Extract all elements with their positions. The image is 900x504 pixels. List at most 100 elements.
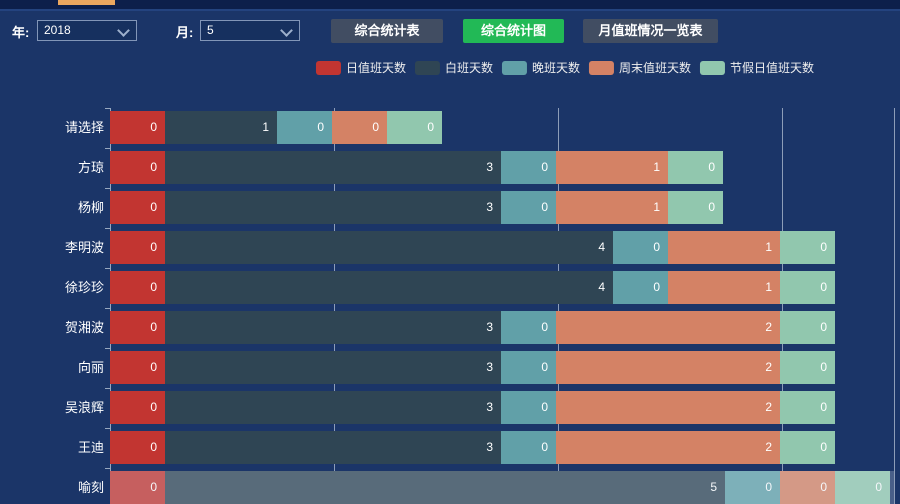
bar-value-label: 0 <box>150 480 157 494</box>
y-axis-category-label: 请选择 <box>64 120 104 135</box>
bar-segment-节假日值班天数[interactable]: 0 <box>835 471 890 504</box>
bar-segment-晚班天数[interactable]: 0 <box>501 351 556 384</box>
bar-value-label: 5 <box>710 480 717 494</box>
bar-segment-白班天数[interactable]: 1 <box>165 111 277 144</box>
bar-value-label: 2 <box>765 360 772 374</box>
bar-value-label: 2 <box>765 400 772 414</box>
bar-segment-晚班天数[interactable]: 0 <box>725 471 780 504</box>
bar-segment-周末值班天数[interactable]: 1 <box>668 271 780 304</box>
y-axis-category-label: 方琼 <box>77 160 104 175</box>
bar-segment-周末值班天数[interactable]: 2 <box>556 351 780 384</box>
bar-segment-周末值班天数[interactable]: 1 <box>668 231 780 264</box>
bar-segment-晚班天数[interactable]: 0 <box>501 311 556 344</box>
bar-segment-周末值班天数[interactable]: 1 <box>556 191 668 224</box>
bar-segment-晚班天数[interactable]: 0 <box>277 111 332 144</box>
bar-segment-周末值班天数[interactable]: 2 <box>556 311 780 344</box>
legend-swatch-icon <box>501 60 527 75</box>
bar-segment-白班天数[interactable]: 3 <box>165 151 501 184</box>
axis-tick <box>105 148 110 149</box>
axis-tick <box>105 388 110 389</box>
bar-segment-周末值班天数[interactable]: 2 <box>556 431 780 464</box>
bar-segment-晚班天数[interactable]: 0 <box>501 191 556 224</box>
bar-value-label: 0 <box>820 400 827 414</box>
monthly-duty-list-button[interactable]: 月值班情况一览表 <box>583 19 718 43</box>
bar-segment-白班天数[interactable]: 5 <box>165 471 725 504</box>
y-axis-category-label: 李明波 <box>64 240 104 255</box>
bar-segment-节假日值班天数[interactable]: 0 <box>780 351 835 384</box>
bar-value-label: 2 <box>765 440 772 454</box>
bar-segment-白班天数[interactable]: 3 <box>165 391 501 424</box>
legend-item[interactable]: 节假日值班天数 <box>700 59 814 76</box>
bar-segment-白班天数[interactable]: 4 <box>165 271 613 304</box>
bar-segment-日值班天数[interactable]: 0 <box>110 191 165 224</box>
bar-segment-节假日值班天数[interactable]: 0 <box>780 391 835 424</box>
bar-segment-晚班天数[interactable]: 0 <box>501 391 556 424</box>
bar-segment-白班天数[interactable]: 4 <box>165 231 613 264</box>
legend-item[interactable]: 周末值班天数 <box>589 59 691 76</box>
bar-value-label: 0 <box>820 360 827 374</box>
bar-segment-节假日值班天数[interactable]: 0 <box>780 431 835 464</box>
bar-segment-日值班天数[interactable]: 0 <box>110 271 165 304</box>
bar-value-label: 3 <box>486 400 493 414</box>
bar-segment-节假日值班天数[interactable]: 0 <box>780 311 835 344</box>
bar-segment-周末值班天数[interactable]: 0 <box>780 471 835 504</box>
bar-segment-日值班天数[interactable]: 0 <box>110 231 165 264</box>
bar-value-label: 0 <box>427 120 434 134</box>
axis-tick <box>105 308 110 309</box>
bar-segment-节假日值班天数[interactable]: 0 <box>387 111 442 144</box>
bar-segment-晚班天数[interactable]: 0 <box>613 231 668 264</box>
y-axis-category-label: 喻刻 <box>77 480 104 495</box>
bar-value-label: 0 <box>150 440 157 454</box>
bar-segment-周末值班天数[interactable]: 2 <box>556 391 780 424</box>
legend-label: 日值班天数 <box>345 61 406 75</box>
bar-segment-节假日值班天数[interactable]: 0 <box>668 191 723 224</box>
bar-segment-节假日值班天数[interactable]: 0 <box>668 151 723 184</box>
bar-value-label: 0 <box>150 320 157 334</box>
bar-value-label: 0 <box>541 360 548 374</box>
legend-item[interactable]: 晚班天数 <box>501 59 580 76</box>
bar-segment-白班天数[interactable]: 3 <box>165 351 501 384</box>
bar-segment-日值班天数[interactable]: 0 <box>110 431 165 464</box>
legend-item[interactable]: 日值班天数 <box>315 59 406 76</box>
year-label: 年: <box>12 25 30 40</box>
gridline <box>782 108 783 504</box>
legend-item[interactable]: 白班天数 <box>414 59 493 76</box>
bar-value-label: 1 <box>765 280 772 294</box>
summary-table-button[interactable]: 综合统计表 <box>331 19 443 43</box>
bar-segment-日值班天数[interactable]: 0 <box>110 111 165 144</box>
bar-segment-白班天数[interactable]: 3 <box>165 431 501 464</box>
bar-value-label: 0 <box>150 240 157 254</box>
bar-value-label: 1 <box>262 120 269 134</box>
bar-value-label: 0 <box>708 200 715 214</box>
bar-segment-日值班天数[interactable]: 0 <box>110 151 165 184</box>
bar-segment-日值班天数[interactable]: 0 <box>110 311 165 344</box>
bar-value-label: 0 <box>875 480 882 494</box>
axis-tick <box>105 228 110 229</box>
axis-tick <box>105 188 110 189</box>
bar-value-label: 0 <box>653 240 660 254</box>
bar-segment-节假日值班天数[interactable]: 0 <box>780 271 835 304</box>
bar-segment-晚班天数[interactable]: 0 <box>501 431 556 464</box>
bar-segment-日值班天数[interactable]: 0 <box>110 391 165 424</box>
bar-segment-周末值班天数[interactable]: 1 <box>556 151 668 184</box>
legend-label: 白班天数 <box>444 61 493 75</box>
bar-value-label: 0 <box>541 320 548 334</box>
bar-segment-白班天数[interactable]: 3 <box>165 311 501 344</box>
bar-segment-白班天数[interactable]: 3 <box>165 191 501 224</box>
bar-value-label: 0 <box>150 200 157 214</box>
bar-segment-日值班天数[interactable]: 0 <box>110 471 165 504</box>
bar-segment-日值班天数[interactable]: 0 <box>110 351 165 384</box>
bar-segment-周末值班天数[interactable]: 0 <box>332 111 387 144</box>
bar-value-label: 0 <box>708 160 715 174</box>
bar-value-label: 0 <box>820 240 827 254</box>
month-select[interactable]: 5 <box>200 20 300 41</box>
gridline <box>558 108 559 504</box>
legend-swatch-icon <box>700 60 726 75</box>
year-select[interactable]: 2018 <box>37 20 137 41</box>
summary-chart-button[interactable]: 综合统计图 <box>463 19 564 43</box>
y-axis-category-label: 徐珍珍 <box>64 280 104 295</box>
bar-segment-节假日值班天数[interactable]: 0 <box>780 231 835 264</box>
bar-value-label: 3 <box>486 200 493 214</box>
bar-segment-晚班天数[interactable]: 0 <box>613 271 668 304</box>
bar-segment-晚班天数[interactable]: 0 <box>501 151 556 184</box>
